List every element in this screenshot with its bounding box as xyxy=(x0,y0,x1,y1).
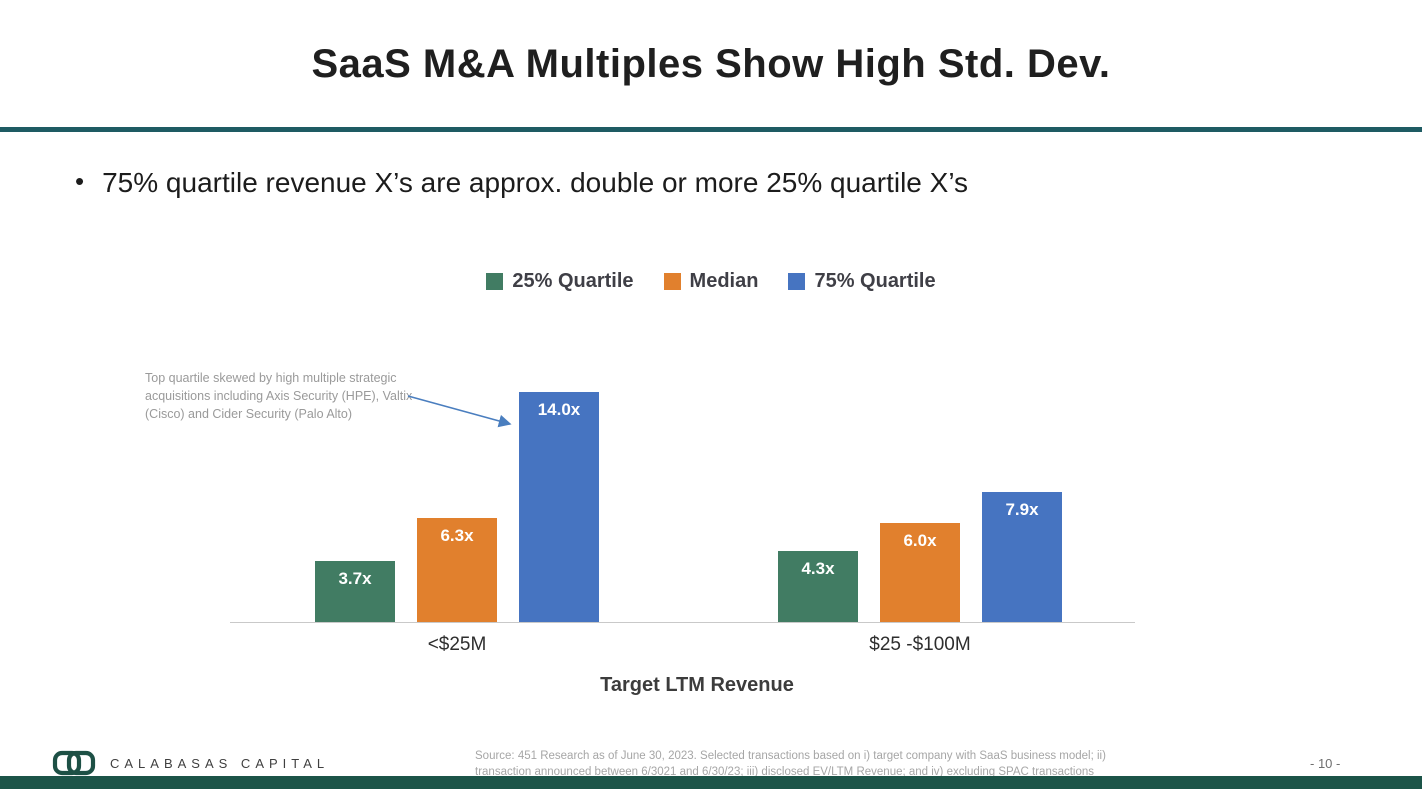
annotation-arrow-icon xyxy=(407,395,512,428)
calabasas-logo-icon xyxy=(52,750,96,776)
legend-item: 25% Quartile xyxy=(486,270,634,293)
bar: 6.0x xyxy=(880,523,960,622)
legend-swatch xyxy=(788,273,806,290)
bullet-row: • 75% quartile revenue X’s are approx. d… xyxy=(75,165,1355,201)
bar: 4.3x xyxy=(778,551,858,622)
legend-label: 75% Quartile xyxy=(814,270,936,292)
bullet-text: 75% quartile revenue X’s are approx. dou… xyxy=(102,167,969,198)
legend-item: 75% Quartile xyxy=(788,270,936,293)
bar-value-label: 7.9x xyxy=(1005,500,1039,519)
slide-title: SaaS M&A Multiples Show High Std. Dev. xyxy=(311,42,1111,86)
bar-value-label: 4.3x xyxy=(801,559,835,578)
bar-value-label: 3.7x xyxy=(338,569,372,588)
x-axis-line xyxy=(230,622,1135,623)
source-text: Source: 451 Research as of June 30, 2023… xyxy=(475,750,1106,779)
chart-legend: 25% Quartile Median 75% Quartile xyxy=(0,270,1422,293)
title-divider xyxy=(0,127,1422,132)
page-number: - 10 - xyxy=(1310,756,1341,771)
bullet-marker: • xyxy=(75,166,85,196)
legend-item: Median xyxy=(663,270,759,293)
bar: 14.0x xyxy=(519,392,599,622)
legend-swatch xyxy=(663,273,681,290)
bar: 3.7x xyxy=(315,561,395,622)
x-axis-category-label: <$25M xyxy=(427,634,487,655)
bar: 7.9x xyxy=(982,492,1062,622)
plot-area: 3.7x 6.3x 14.0x 4.3x 6.0x 7.9x xyxy=(230,382,1135,622)
bottom-accent-bar xyxy=(0,776,1422,789)
legend-swatch xyxy=(486,273,504,290)
chart-annotation: Top quartile skewed by high multiple str… xyxy=(145,371,413,421)
bar-value-label: 14.0x xyxy=(537,400,581,419)
bar-value-label: 6.0x xyxy=(903,531,937,550)
bar-group: 3.7x 6.3x 14.0x xyxy=(315,392,599,622)
x-axis-labels: <$25M $25 -$100M xyxy=(230,634,1135,662)
legend-label: 25% Quartile xyxy=(512,270,634,292)
bar-group: 4.3x 6.0x 7.9x xyxy=(778,492,1062,622)
legend-label: Median xyxy=(689,270,759,292)
footer-logo: CALABASAS CAPITAL xyxy=(52,748,329,778)
bar: 6.3x xyxy=(417,518,497,622)
x-axis-category-label: $25 -$100M xyxy=(869,634,971,655)
bar-value-label: 6.3x xyxy=(440,526,474,545)
x-axis-title: Target LTM Revenue xyxy=(600,674,794,696)
logo-text: CALABASAS CAPITAL xyxy=(110,755,330,771)
